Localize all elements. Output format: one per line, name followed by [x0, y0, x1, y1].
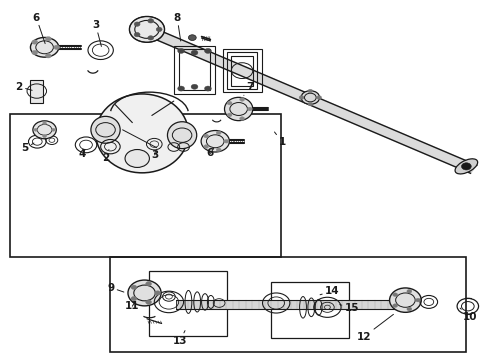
Circle shape	[239, 98, 244, 101]
Text: 2: 2	[16, 82, 32, 92]
Circle shape	[177, 48, 184, 53]
Circle shape	[307, 89, 312, 93]
Ellipse shape	[301, 91, 319, 104]
Ellipse shape	[224, 97, 252, 121]
Circle shape	[239, 117, 244, 120]
Text: 14: 14	[320, 286, 339, 296]
Circle shape	[145, 300, 151, 304]
Ellipse shape	[96, 94, 188, 173]
Circle shape	[203, 134, 208, 138]
Circle shape	[134, 22, 140, 26]
Text: 2: 2	[102, 149, 109, 163]
Bar	[30, 80, 43, 103]
Polygon shape	[141, 25, 476, 173]
Ellipse shape	[33, 121, 56, 139]
Bar	[149, 271, 227, 336]
Text: 9: 9	[107, 283, 123, 293]
Bar	[226, 52, 257, 89]
Ellipse shape	[201, 131, 229, 152]
Bar	[271, 282, 348, 338]
Circle shape	[203, 145, 208, 148]
Bar	[10, 114, 281, 257]
Circle shape	[226, 113, 231, 117]
Circle shape	[392, 293, 397, 296]
Circle shape	[134, 32, 140, 37]
Bar	[231, 55, 252, 86]
Circle shape	[461, 163, 470, 170]
Circle shape	[131, 285, 137, 289]
Circle shape	[216, 148, 221, 152]
Circle shape	[188, 35, 196, 41]
Ellipse shape	[30, 37, 59, 57]
Text: 8: 8	[173, 13, 181, 41]
Circle shape	[191, 84, 198, 89]
Circle shape	[204, 48, 211, 53]
Text: 6: 6	[33, 13, 45, 44]
Circle shape	[415, 298, 420, 302]
Text: 7: 7	[244, 82, 254, 95]
Text: 6: 6	[206, 148, 214, 158]
Circle shape	[147, 19, 153, 23]
Circle shape	[204, 86, 211, 91]
Text: 3: 3	[151, 150, 158, 160]
Circle shape	[32, 50, 38, 55]
Circle shape	[131, 297, 137, 301]
Text: 10: 10	[459, 308, 476, 322]
Circle shape	[145, 282, 151, 286]
Text: 4: 4	[79, 149, 86, 159]
Bar	[176, 301, 405, 309]
Text: 13: 13	[173, 330, 187, 346]
Ellipse shape	[129, 17, 164, 42]
Circle shape	[51, 129, 55, 131]
Text: 5: 5	[21, 143, 34, 153]
Text: 15: 15	[339, 303, 358, 314]
Circle shape	[191, 50, 198, 55]
Ellipse shape	[167, 122, 196, 149]
Circle shape	[216, 131, 221, 135]
Circle shape	[307, 102, 312, 106]
Ellipse shape	[91, 116, 120, 143]
Circle shape	[147, 36, 153, 40]
Bar	[110, 257, 466, 352]
Circle shape	[224, 139, 228, 143]
Circle shape	[54, 45, 60, 49]
Circle shape	[392, 304, 397, 307]
Bar	[222, 49, 261, 92]
Circle shape	[155, 291, 160, 295]
Circle shape	[316, 96, 321, 99]
Ellipse shape	[125, 149, 149, 167]
Circle shape	[226, 101, 231, 105]
Ellipse shape	[389, 288, 420, 312]
Circle shape	[299, 96, 304, 99]
Ellipse shape	[128, 280, 161, 306]
Bar	[178, 49, 210, 90]
Circle shape	[247, 107, 252, 111]
Text: 12: 12	[356, 314, 393, 342]
Circle shape	[406, 289, 411, 293]
Text: 11: 11	[125, 301, 139, 311]
Circle shape	[45, 37, 51, 41]
Circle shape	[45, 54, 51, 58]
Text: 3: 3	[92, 20, 101, 46]
Bar	[173, 45, 215, 94]
Ellipse shape	[454, 159, 477, 174]
Circle shape	[406, 307, 411, 311]
Circle shape	[177, 86, 184, 91]
Circle shape	[156, 27, 162, 32]
Circle shape	[42, 122, 46, 125]
Circle shape	[32, 40, 38, 44]
Circle shape	[34, 129, 38, 131]
Circle shape	[42, 135, 46, 138]
Text: 1: 1	[274, 132, 285, 147]
